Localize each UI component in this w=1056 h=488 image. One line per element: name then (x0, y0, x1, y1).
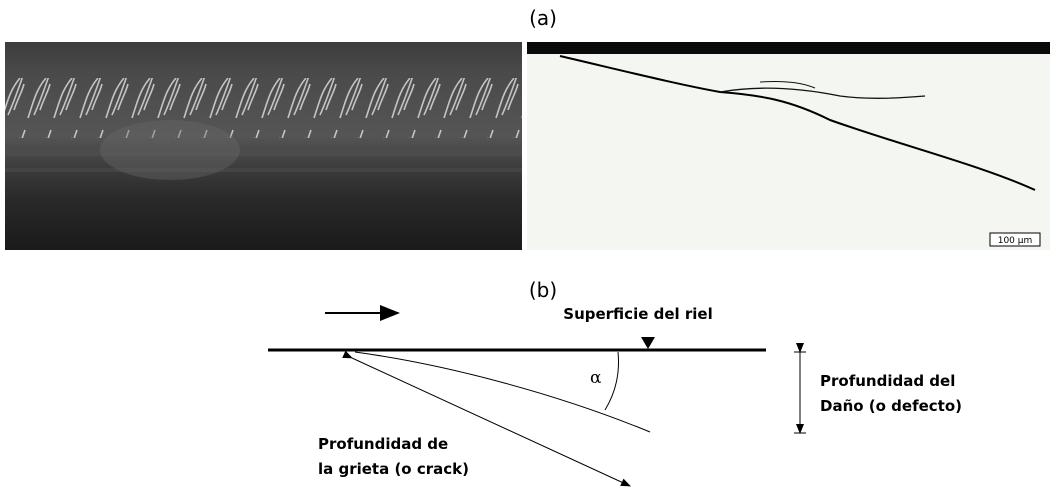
page: (a) 100 µm (b) Superficie del riel α Pro… (0, 0, 1056, 488)
crack-depth-label: la grieta (o crack) (318, 460, 469, 478)
photo-micrograph: 100 µm (527, 42, 1050, 250)
scale-bar-label: 100 µm (998, 236, 1033, 246)
figure: (a) 100 µm (b) Superficie del riel α Pro… (0, 0, 1056, 488)
surface-label: Superficie del riel (563, 305, 712, 323)
angle-label: α (590, 368, 602, 388)
panel-label: (b) (529, 278, 557, 302)
crack-depth-label: Profundidad de (318, 435, 448, 453)
panel-label: (a) (529, 6, 557, 30)
photo-surface (5, 42, 522, 250)
damage-depth-label: Daño (o defecto) (820, 397, 962, 415)
damage-depth-label: Profundidad del (820, 372, 955, 390)
